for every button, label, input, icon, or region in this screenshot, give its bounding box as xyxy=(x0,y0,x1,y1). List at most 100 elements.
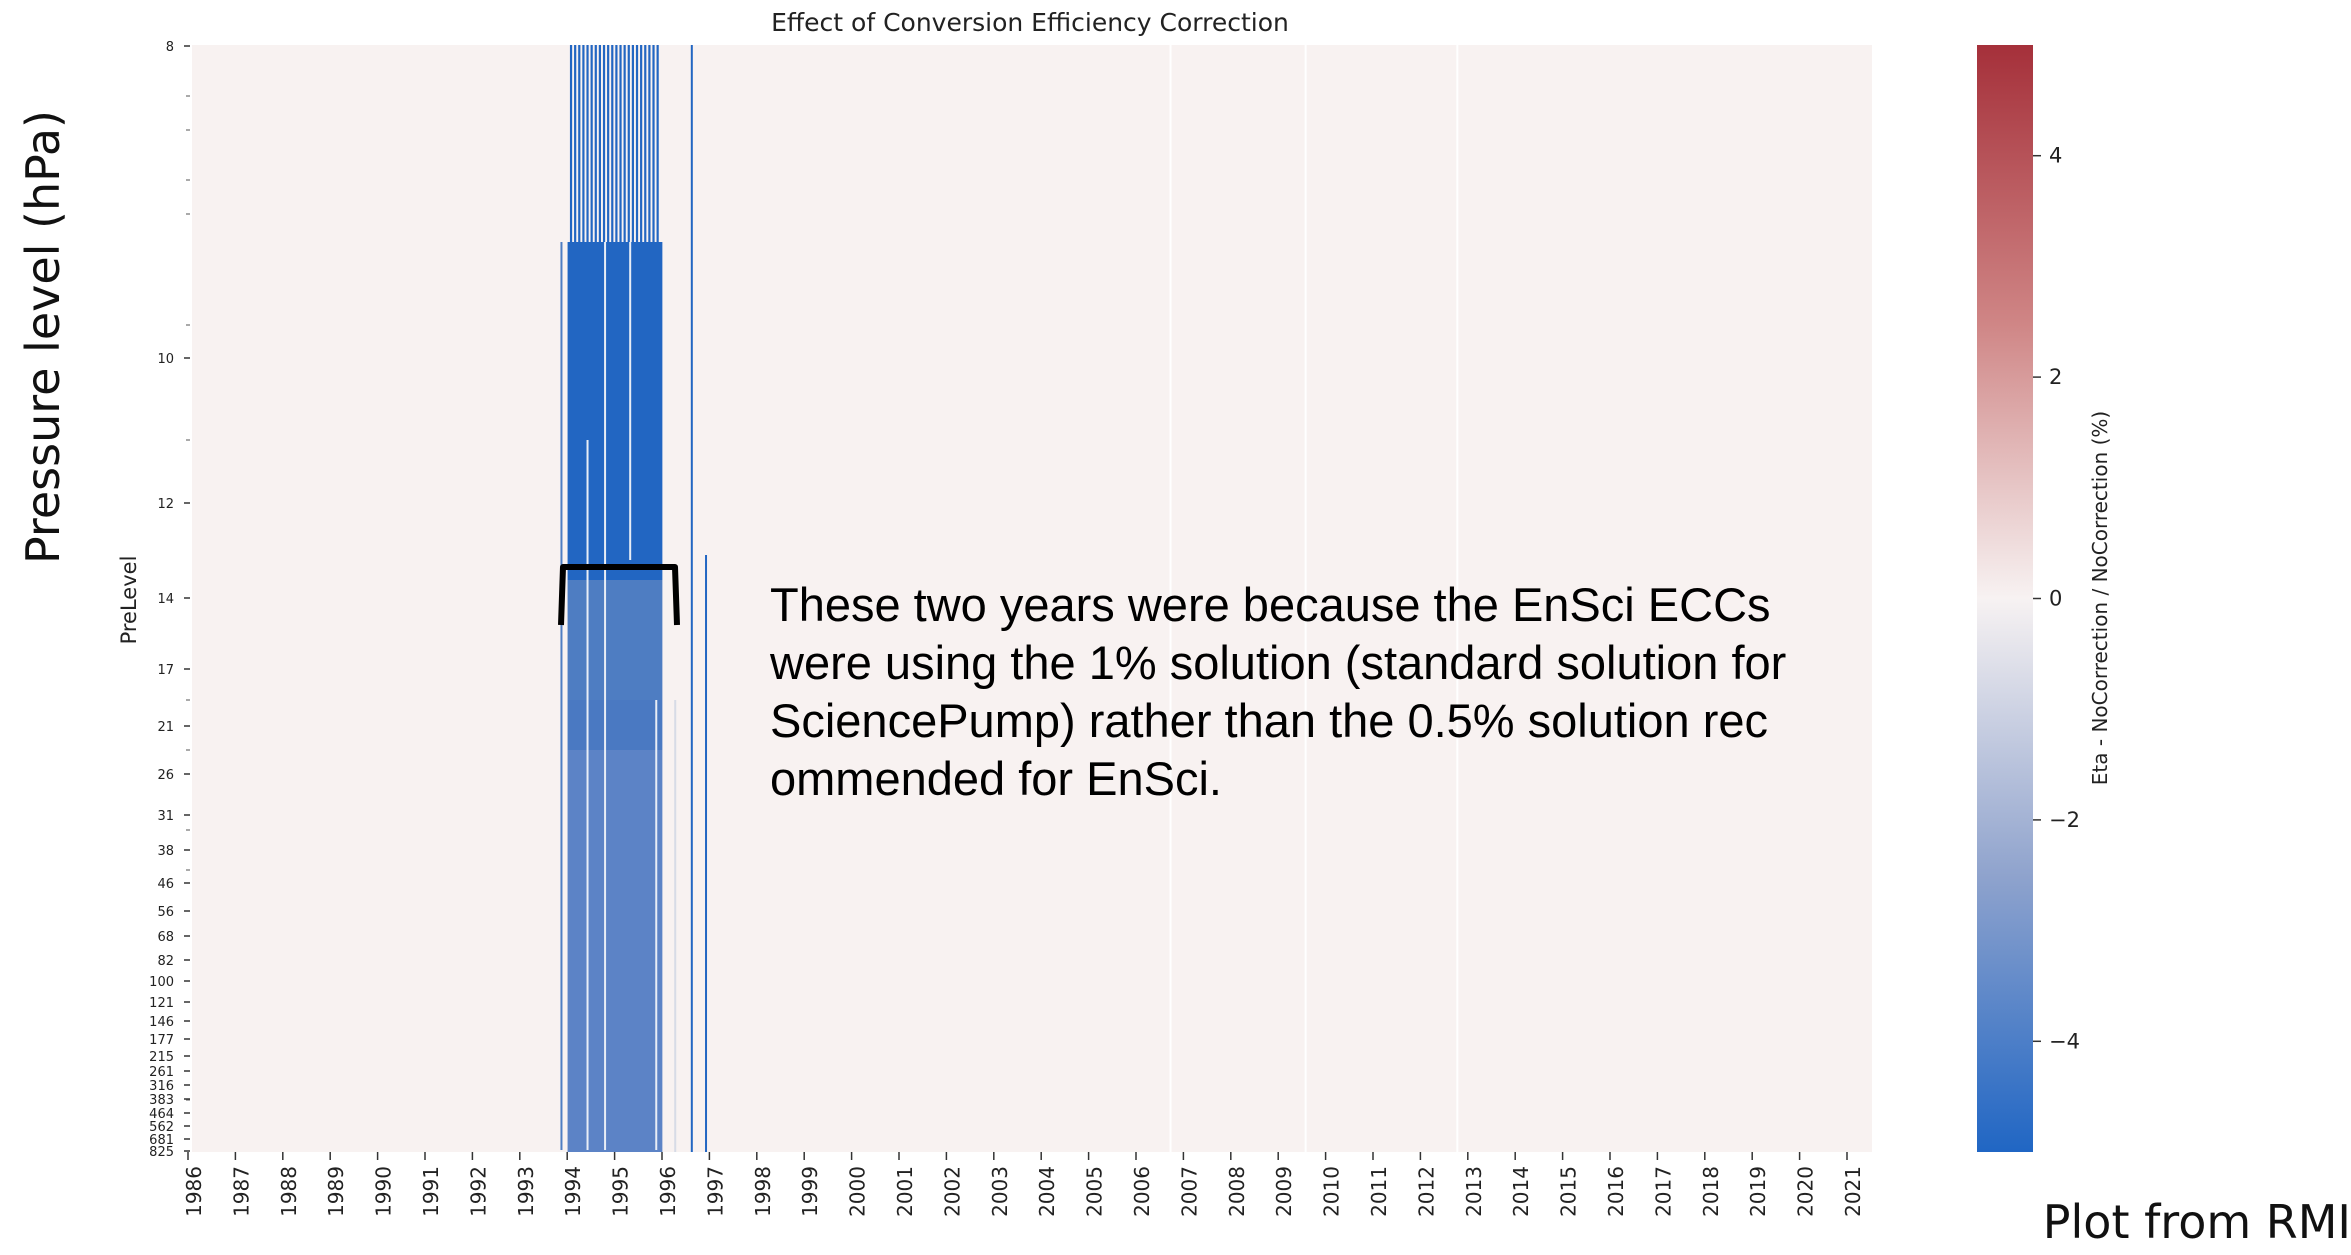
y-tick-label: 68 xyxy=(157,930,174,945)
heatmap-cell-block xyxy=(567,242,663,580)
x-tick-label: 2003 xyxy=(988,1166,1012,1217)
y-tick-label: 100 xyxy=(149,975,174,990)
heatmap-cell-stripe xyxy=(640,45,643,242)
y-tick-label: 12 xyxy=(157,497,174,512)
heatmap-cell-stripe xyxy=(635,45,639,242)
chart-title: Effect of Conversion Efficiency Correcti… xyxy=(771,8,1289,37)
x-tick-label: 2017 xyxy=(1651,1166,1675,1217)
y-tick-label: 681 xyxy=(149,1133,174,1148)
missing-data-line xyxy=(1169,45,1172,1152)
pressure-level-label: Pressure level (hPa) xyxy=(16,110,70,564)
x-tick-label: 1990 xyxy=(372,1166,396,1217)
y-tick-label: 177 xyxy=(149,1033,174,1048)
colorbar-tick-label: 4 xyxy=(2049,144,2062,168)
heatmap-cell-stripe xyxy=(582,45,585,242)
missing-data-line xyxy=(1304,45,1307,1152)
x-tick-label: 2009 xyxy=(1272,1166,1296,1217)
y-tick-label: 383 xyxy=(149,1093,174,1108)
x-tick-label: 1991 xyxy=(419,1166,443,1217)
x-tick-label: 2006 xyxy=(1130,1166,1154,1217)
heatmap-cell-stripe xyxy=(602,45,606,242)
annotation-bracket xyxy=(558,564,680,626)
heatmap-cell-stripe xyxy=(619,45,622,242)
y-tick-label: 261 xyxy=(149,1065,174,1080)
y-tick-label: 21 xyxy=(157,720,174,735)
heatmap-cell-stripe xyxy=(574,45,577,242)
heatmap-cell-stripe xyxy=(586,45,589,242)
x-tick-label: 1998 xyxy=(751,1166,775,1217)
heatmap-gap xyxy=(655,700,658,1150)
x-tick-label: 2013 xyxy=(1462,1166,1486,1217)
x-tick-label: 1993 xyxy=(514,1166,538,1217)
y-tick-label: 8 xyxy=(166,40,174,55)
heatmap-cell-stripe xyxy=(631,45,634,242)
heatmap-gap xyxy=(604,242,607,1150)
heatmap-cell-stripe xyxy=(623,45,626,242)
y-tick-label: 14 xyxy=(157,592,174,607)
y-axis-label: PreLevel xyxy=(117,556,141,645)
y-tick-label: 215 xyxy=(149,1050,174,1065)
x-tick-label: 1988 xyxy=(277,1166,301,1217)
annotation-text: These two years were because the EnSci E… xyxy=(770,578,1787,805)
bracket-path xyxy=(558,564,680,626)
colorbar-label: Eta - NoCorrection / NoCorrection (%) xyxy=(2088,411,2112,785)
x-tick-label: 2010 xyxy=(1320,1166,1344,1217)
heatmap-cell-stripe xyxy=(598,45,602,242)
x-tick-label: 1992 xyxy=(466,1166,490,1217)
x-tick-label: 2015 xyxy=(1557,1166,1581,1217)
y-tick-label: 17 xyxy=(157,663,174,678)
x-axis: 1986 1987 1988 1989 1990 1991 1992 1993 1994 1995… xyxy=(182,1152,1865,1217)
heatmap-cell-stripe xyxy=(615,45,618,242)
heatmap-column xyxy=(674,700,677,1152)
heatmap-cell-stripe xyxy=(644,45,647,242)
x-tick-label: 1986 xyxy=(182,1166,206,1217)
plot-area xyxy=(192,45,1872,1152)
x-tick-label: 2011 xyxy=(1367,1166,1391,1217)
x-tick-label: 1999 xyxy=(798,1166,822,1217)
y-axis: 8 10 12 14 17 21 26 31 38 46 56 68 82 100 121 146 177 215… xyxy=(149,40,190,1160)
x-tick-label: 2004 xyxy=(1035,1166,1059,1217)
plot-credit: Plot from RMI xyxy=(2042,1195,2351,1249)
x-tick-label: 1997 xyxy=(703,1166,727,1217)
heatmap-gap xyxy=(629,242,632,560)
heatmap-cell-stripe xyxy=(569,45,573,242)
x-tick-label: 2007 xyxy=(1177,1166,1201,1217)
y-tick-label: 464 xyxy=(149,1107,174,1122)
x-tick-label: 2021 xyxy=(1841,1166,1865,1217)
heatmap-cell-block xyxy=(567,750,663,1152)
x-tick-label: 2020 xyxy=(1794,1166,1818,1217)
y-tick-label: 316 xyxy=(149,1079,174,1094)
colorbar-tick-label: −2 xyxy=(2049,808,2080,832)
x-tick-label: 2002 xyxy=(940,1166,964,1217)
heatmap-column xyxy=(705,555,708,1152)
y-tick-label: 121 xyxy=(149,996,174,1011)
y-tick-label: 562 xyxy=(149,1120,174,1135)
colorbar: 4 2 0 −2 −4 Eta - NoCorrection / NoCorrection… xyxy=(1977,45,2112,1152)
y-tick-label: 38 xyxy=(157,844,174,859)
heatmap-column xyxy=(690,45,693,1152)
heatmap-background xyxy=(192,45,1872,1152)
y-tick-label: 46 xyxy=(157,877,174,892)
y-tick-label: 825 xyxy=(149,1145,174,1160)
heatmap-cell-block xyxy=(567,700,663,750)
heatmap-cell-stripe xyxy=(627,45,630,242)
missing-data-line xyxy=(1456,45,1459,1152)
colorbar-gradient xyxy=(1977,45,2033,1152)
heatmap-cell-stripe xyxy=(607,45,610,242)
colorbar-tick-label: −4 xyxy=(2049,1029,2080,1053)
x-tick-label: 2019 xyxy=(1746,1166,1770,1217)
y-tick-label: 146 xyxy=(149,1015,174,1030)
y-tick-label: 31 xyxy=(157,809,174,824)
x-tick-label: 1994 xyxy=(561,1166,585,1217)
colorbar-tick-label: 0 xyxy=(2049,587,2062,611)
x-tick-label: 1989 xyxy=(324,1166,348,1217)
colorbar-tick-label: 2 xyxy=(2049,365,2062,389)
y-tick-label: 56 xyxy=(157,905,174,920)
x-tick-label: 1995 xyxy=(609,1166,633,1217)
x-tick-label: 2000 xyxy=(846,1166,870,1217)
x-tick-label: 2001 xyxy=(893,1166,917,1217)
heatmap-column xyxy=(560,242,563,1150)
x-tick-label: 2012 xyxy=(1414,1166,1438,1217)
x-tick-label: 2008 xyxy=(1225,1166,1249,1217)
